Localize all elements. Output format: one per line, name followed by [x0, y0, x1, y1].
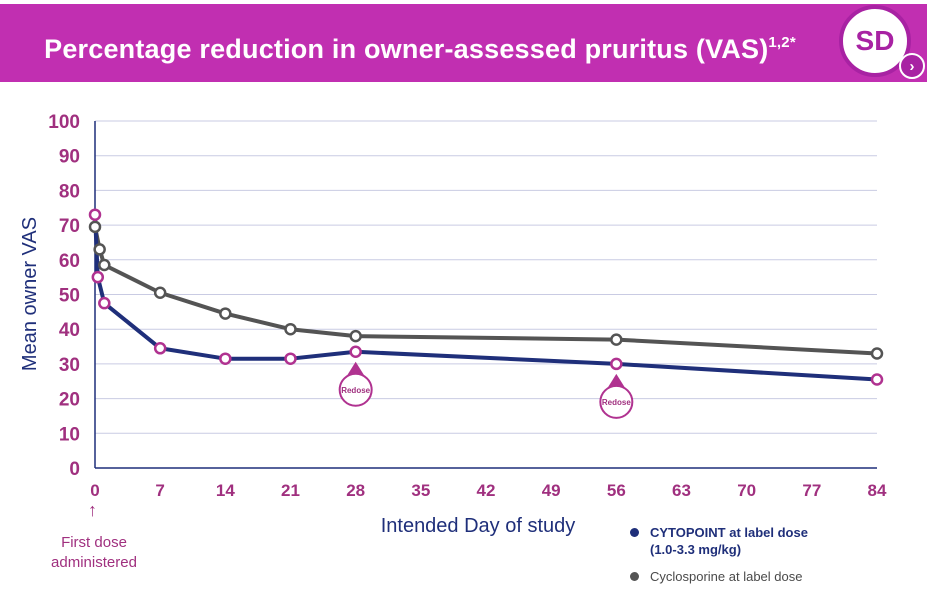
data-point-cytopoint [88, 208, 102, 221]
y-tick-label: 90 [59, 147, 80, 168]
data-point-cytopoint [98, 296, 111, 310]
chart-title: Percentage reduction in owner-assessed p… [44, 34, 796, 64]
x-tick-label: 84 [868, 481, 887, 500]
series-line-cytopoint [93, 214, 878, 382]
y-tick-label: 0 [69, 459, 80, 480]
legend-item-cytopoint: CYTOPOINT at label dose (1.0-3.3 mg/kg) [630, 524, 808, 558]
data-point-cytopoint [284, 352, 297, 365]
data-point-cyclosporine [219, 307, 232, 320]
data-point-cytopoint [610, 357, 623, 371]
data-point-cyclosporine [88, 220, 102, 234]
title-superscript: 1,2* [768, 34, 796, 51]
x-tick-label: 42 [477, 481, 496, 500]
y-tick-label: 40 [59, 320, 80, 341]
y-tick-label: 60 [59, 251, 80, 272]
x-tick-label: 14 [216, 481, 235, 500]
data-point-cytopoint [349, 345, 362, 359]
data-point-cyclosporine [610, 333, 623, 346]
legend: CYTOPOINT at label dose (1.0-3.3 mg/kg) … [630, 524, 808, 595]
data-point-cyclosporine [153, 286, 167, 300]
y-tick-label: 50 [59, 286, 80, 307]
data-point-cyclosporine [870, 347, 884, 360]
y-tick-label: 80 [59, 181, 80, 202]
y-tick-label: 20 [59, 390, 80, 411]
x-tick-label: 77 [802, 481, 821, 500]
y-tick-label: 100 [48, 112, 80, 133]
redose-marker [599, 384, 634, 419]
redose-label: Redose [602, 398, 631, 407]
x-tick-label: 49 [542, 481, 561, 500]
x-tick-label: 7 [155, 481, 164, 500]
data-point-cytopoint [870, 373, 884, 386]
x-tick-label: 63 [672, 481, 691, 500]
up-arrow-icon: ↑ [88, 500, 97, 520]
x-tick-label: 56 [607, 481, 626, 500]
title-banner: Percentage reduction in owner-assessed p… [0, 4, 927, 82]
series-line-cyclosporine [93, 226, 878, 356]
y-tick-label: 10 [59, 424, 80, 445]
y-tick-label: 30 [59, 355, 80, 376]
legend-dot-cytopoint [630, 528, 639, 537]
chevron-right-icon[interactable]: › [899, 53, 925, 79]
data-point-cyclosporine [98, 258, 111, 272]
sd-badge-button[interactable]: SD [839, 5, 911, 77]
data-point-cyclosporine [284, 322, 297, 336]
legend-dot-cyclosporine [630, 572, 639, 581]
data-point-cytopoint [219, 352, 232, 365]
x-tick-label: 70 [737, 481, 756, 500]
y-tick-label: 70 [59, 216, 80, 237]
sd-badge-label: SD [855, 25, 895, 56]
x-tick-label: 28 [346, 481, 365, 500]
redose-label: Redose [341, 386, 370, 395]
y-axis-label: Mean owner VAS [19, 217, 41, 371]
x-tick-label: 21 [281, 481, 300, 500]
redose-marker [338, 372, 373, 407]
x-tick-label: 0 [90, 481, 99, 500]
data-point-cyclosporine [349, 329, 362, 343]
data-point-cytopoint [153, 342, 167, 355]
legend-item-cyclosporine: Cyclosporine at label dose [630, 568, 808, 585]
first-dose-annotation: First dose administered [51, 534, 137, 571]
data-point-cytopoint [91, 270, 105, 284]
data-point-cyclosporine [93, 243, 106, 256]
x-tick-label: 35 [411, 481, 430, 500]
x-axis-label: Intended Day of study [381, 515, 576, 537]
